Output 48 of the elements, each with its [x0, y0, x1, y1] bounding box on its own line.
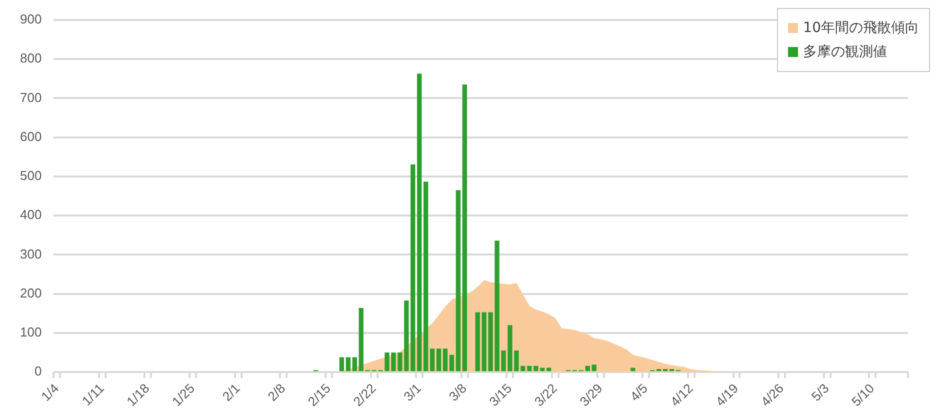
x-tick-label: 3/29: [576, 380, 606, 410]
bar: [346, 357, 350, 372]
bar: [456, 190, 461, 372]
y-tick-label: 900: [20, 12, 42, 27]
bar: [358, 308, 364, 372]
x-tick-label: 4/5: [627, 380, 651, 404]
bar: [352, 357, 357, 372]
bar: [527, 366, 532, 372]
x-tick-label: 5/10: [848, 380, 878, 410]
x-tick-label: 3/8: [446, 380, 470, 404]
x-tick-label: 4/19: [712, 380, 742, 410]
x-tick-label: 5/3: [808, 380, 832, 404]
y-tick-label: 0: [34, 364, 42, 379]
legend-label: 多摩の観測値: [803, 43, 888, 61]
y-tick-label: 100: [20, 324, 42, 340]
bar: [656, 368, 662, 372]
x-tick-label: 3/1: [400, 380, 424, 404]
legend-label: 10年間の飛散傾向: [803, 19, 919, 37]
x-tick-label: 1/11: [79, 380, 107, 408]
bar: [430, 348, 435, 372]
x-tick-label: 2/8: [264, 380, 288, 404]
bar: [410, 164, 416, 372]
y-tick-label: 600: [20, 128, 42, 144]
bar: [669, 368, 674, 372]
bar: [662, 368, 668, 372]
bar: [417, 74, 422, 372]
y-tick-label: 300: [20, 246, 42, 262]
y-tick-label: 400: [20, 207, 42, 222]
y-tick-label: 800: [20, 50, 42, 66]
bar: [436, 348, 442, 372]
y-tick-label: 200: [20, 285, 42, 300]
x-tick-label: 2/1: [219, 380, 243, 404]
bar: [424, 182, 428, 372]
bar: [630, 368, 636, 372]
bar: [534, 366, 538, 372]
x-tick-label: 1/4: [38, 380, 62, 404]
y-tick-label: 700: [20, 90, 42, 105]
bar: [462, 84, 467, 372]
bar: [442, 348, 448, 372]
bar: [585, 366, 590, 372]
x-tick-label: 4/26: [758, 380, 786, 410]
y-tick-label: 500: [20, 168, 42, 184]
bar: [449, 354, 454, 372]
x-tick-label: 3/22: [531, 380, 560, 410]
bar: [475, 312, 480, 372]
bar: [592, 364, 596, 372]
bar: [339, 357, 344, 372]
x-tick-label: 4/12: [667, 380, 696, 410]
